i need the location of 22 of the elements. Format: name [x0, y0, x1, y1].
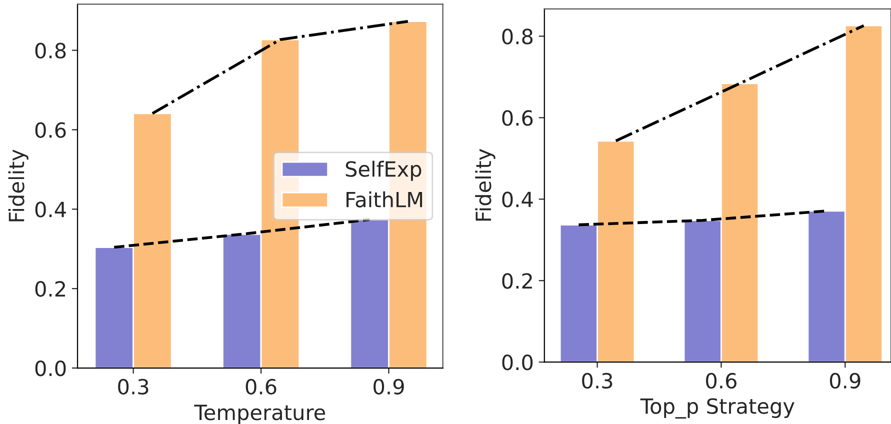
y-axis-title: Fidelity	[475, 148, 496, 221]
legend-label: SelfExp	[346, 160, 422, 181]
x-axis-title: Temperature	[194, 404, 326, 424]
y-tick-label: 0.4	[35, 202, 66, 218]
x-tick-label: 0.3	[582, 372, 612, 389]
x-axis-title: Top_p Strategy	[640, 398, 794, 419]
legend-label: FaithLM	[346, 191, 422, 208]
y-tick-label: 0.6	[502, 110, 533, 126]
y-tick-label: 0.0	[502, 354, 533, 370]
y-tick-label: 0.0	[35, 360, 66, 376]
y-axis-title: Fidelity	[8, 150, 28, 222]
x-tick-label: 0.9	[374, 378, 404, 395]
y-tick-label: 0.6	[35, 122, 66, 138]
x-tick-label: 0.6	[706, 372, 736, 389]
y-tick-label: 0.2	[502, 273, 532, 289]
y-tick-label: 0.8	[502, 28, 533, 44]
y-tick-label: 0.8	[35, 42, 66, 59]
x-tick-label: 0.9	[830, 372, 860, 389]
x-tick-label: 0.6	[246, 378, 276, 395]
x-tick-label: 0.3	[118, 378, 148, 395]
y-tick-label: 0.4	[502, 192, 533, 208]
y-tick-label: 0.2	[35, 281, 66, 297]
